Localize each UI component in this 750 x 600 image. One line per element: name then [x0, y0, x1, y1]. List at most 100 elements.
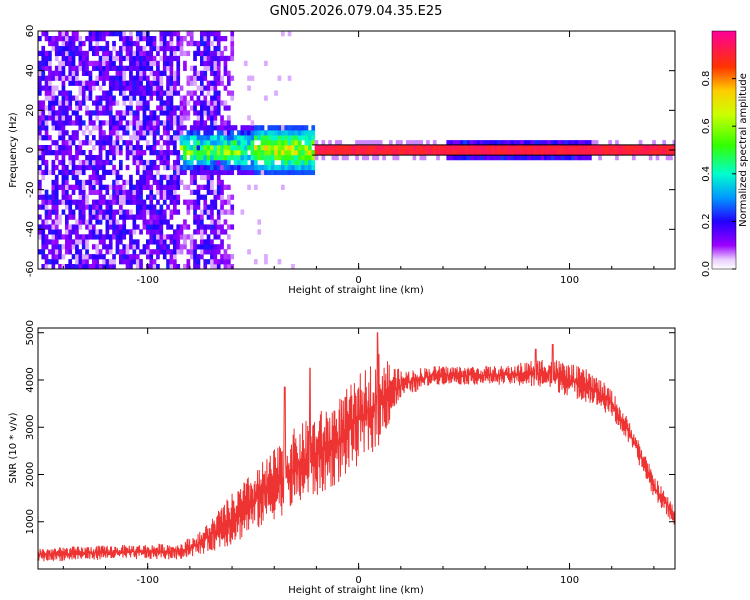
- spectrogram-cell: [112, 115, 116, 121]
- spectrogram-cell: [227, 184, 231, 190]
- spectrogram-cell: [95, 60, 100, 67]
- spectrogram-cell: [142, 95, 147, 101]
- spectrogram-cell: [186, 184, 191, 190]
- spectrogram-cell: [88, 219, 93, 225]
- spectrogram-cell: [108, 55, 113, 62]
- spectrogram-cell: [223, 120, 228, 126]
- spectrogram-cell: [142, 179, 147, 186]
- spectrogram-cell: [628, 145, 633, 151]
- spectrogram-cell: [513, 145, 518, 151]
- spectrogram-cell: [227, 90, 231, 96]
- spectrogram-cell: [78, 85, 83, 91]
- spectrogram-cell: [213, 204, 218, 210]
- spectrogram-cell: [203, 60, 208, 67]
- spectrogram-cell: [284, 155, 289, 161]
- spectrogram-cell: [216, 40, 221, 47]
- spectrogram-cell: [166, 31, 170, 37]
- spectrogram-cell: [176, 229, 181, 235]
- spectrogram-cell: [213, 115, 218, 121]
- spectrogram-cell: [98, 199, 103, 205]
- spectrogram-cell: [173, 50, 177, 57]
- spectrogram-cell: [324, 150, 329, 156]
- spectrogram-cell: [142, 164, 147, 171]
- spectrogram-cell: [65, 264, 69, 269]
- spectrogram-cell: [223, 65, 228, 71]
- spectrogram-cell: [459, 150, 464, 156]
- spectrogram-cell: [68, 80, 73, 86]
- spectrogram-cell: [102, 174, 106, 181]
- spectrogram-cell: [196, 194, 201, 200]
- spectrogram-cell: [260, 130, 265, 136]
- spectrogram-cell: [304, 135, 309, 141]
- spectrogram-cell: [78, 224, 83, 230]
- spectrogram-cell: [92, 164, 96, 171]
- spectrogram-cell: [638, 140, 643, 146]
- spectrogram-cell: [476, 145, 481, 151]
- spectrogram-cell: [355, 150, 359, 156]
- spectrogram-cell: [85, 125, 89, 131]
- spectrogram-cell: [301, 145, 305, 151]
- spectrogram-cell: [301, 155, 305, 161]
- spectrogram-cell: [486, 150, 491, 156]
- spectrogram-cell: [230, 169, 235, 176]
- spectrogram-cell: [108, 184, 113, 190]
- spectrogram-cell: [277, 75, 282, 81]
- spectrogram-cell: [223, 125, 228, 131]
- spectrogram-cell: [112, 184, 116, 190]
- spectrogram-cell: [125, 55, 130, 62]
- spectrogram-cell: [240, 150, 245, 156]
- spectrogram-cell: [210, 254, 214, 260]
- spectrogram-cell: [81, 234, 86, 240]
- spectrogram-cell: [287, 164, 292, 171]
- spectrogram-cell: [38, 214, 42, 220]
- spectrogram-cell: [216, 75, 221, 81]
- spectrogram-cell: [61, 75, 66, 81]
- spectrogram-cell: [169, 224, 174, 230]
- spectrogram-cell: [571, 155, 575, 161]
- spectrogram-cell: [169, 75, 174, 81]
- spectrogram-cell: [189, 145, 194, 151]
- spectrogram-cell: [68, 105, 73, 111]
- spectrogram-cell: [416, 150, 420, 156]
- spectrogram-cell: [78, 234, 83, 240]
- spectrogram-cell: [68, 50, 73, 57]
- spectrogram-cell: [243, 125, 248, 131]
- spectrogram-cell: [405, 140, 410, 146]
- spectrogram-cell: [61, 179, 66, 186]
- spectrogram-cell: [129, 85, 133, 91]
- spectrogram-cell: [112, 254, 116, 260]
- spectrogram-cell: [166, 155, 170, 161]
- spectrogram-cell: [88, 179, 93, 186]
- spectrogram-cell: [200, 80, 204, 86]
- spectrogram-cell: [61, 50, 66, 57]
- spectrogram-cell: [490, 140, 494, 146]
- spectrogram-cell: [38, 120, 42, 126]
- spectrogram-cell: [38, 249, 42, 255]
- spectrogram-cell: [129, 55, 133, 62]
- spectrogram-cell: [621, 150, 626, 156]
- spectrogram-cell: [98, 264, 103, 269]
- spectrogram-cell: [75, 120, 79, 126]
- spectrogram-cell: [95, 65, 100, 71]
- spectrogram-cell: [51, 189, 56, 195]
- spectrogram-cell: [68, 55, 73, 62]
- spectrogram-cell: [297, 125, 302, 131]
- spectrogram-cell: [65, 95, 69, 101]
- spectrogram-cell: [44, 65, 49, 71]
- spectrogram-cell: [156, 214, 160, 220]
- spectrogram-cell: [61, 140, 66, 146]
- spectrogram-cell: [200, 40, 204, 47]
- spectrogram-cell: [44, 199, 49, 205]
- spectrogram-cell: [240, 140, 245, 146]
- spectrogram-cell: [132, 259, 137, 265]
- spectrogram-cell: [68, 234, 73, 240]
- spectrogram-cell: [119, 135, 123, 141]
- spectrogram-cell: [372, 155, 376, 161]
- spectrogram-cell: [189, 75, 194, 81]
- spectrogram-cell: [338, 140, 343, 146]
- spectrogram-cell: [216, 100, 221, 106]
- spectrogram-cell: [625, 145, 629, 151]
- spectrogram-cell: [95, 75, 100, 81]
- spectrogram-cell: [139, 120, 143, 126]
- spectrogram-cell: [402, 150, 407, 156]
